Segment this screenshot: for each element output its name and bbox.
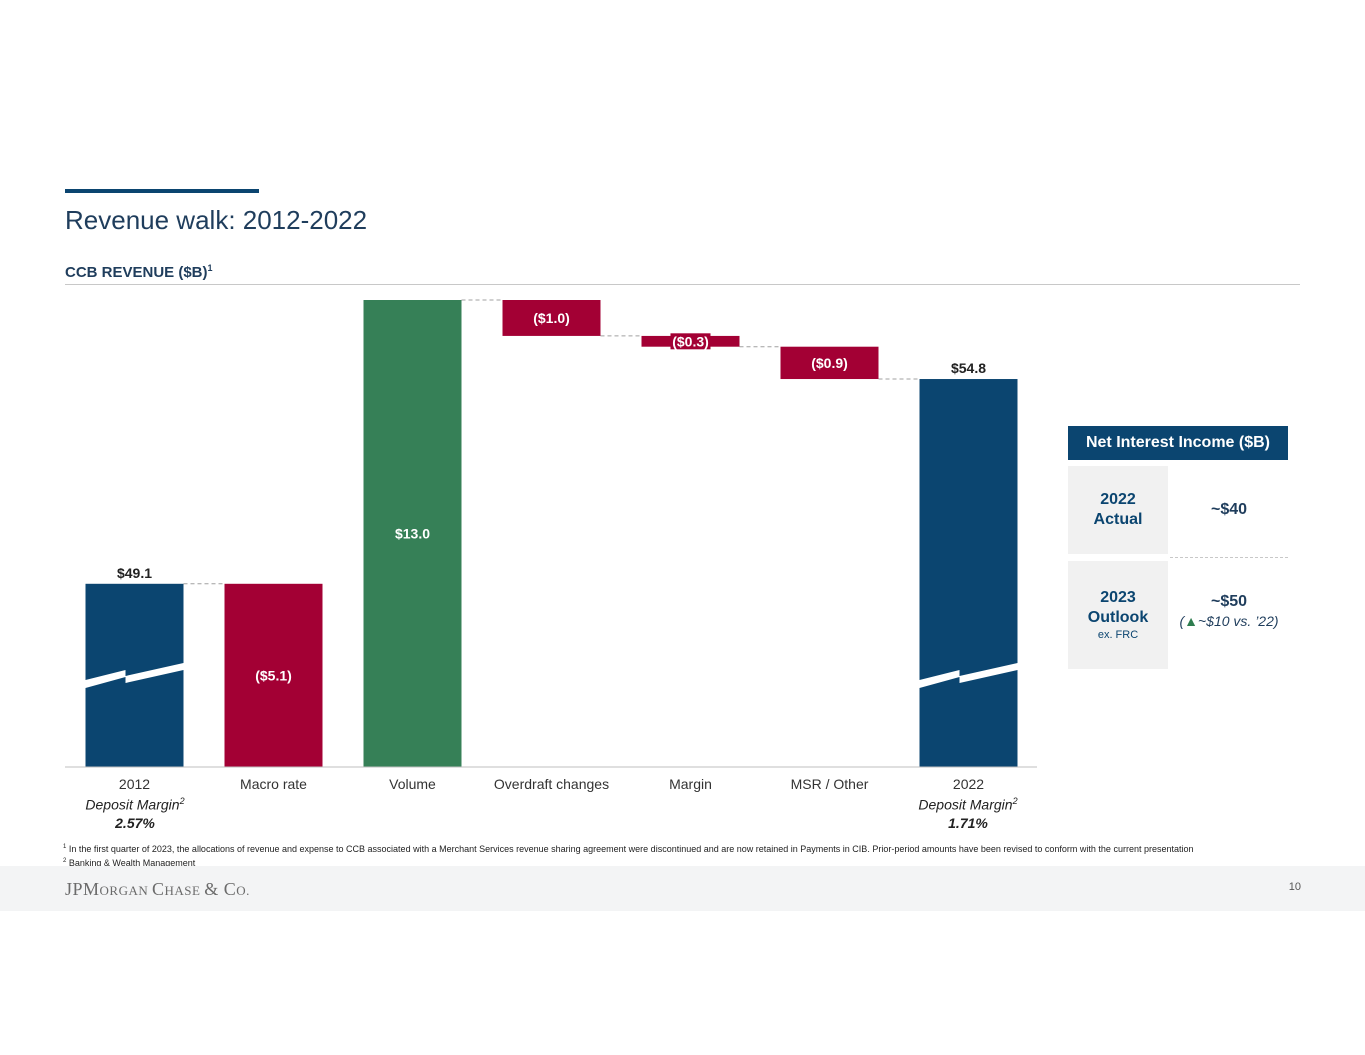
nii-row-sublabel: ex. FRC [1097,629,1139,641]
category-label: MSR / Other [791,776,869,792]
nii-value: ~$50 [1210,593,1248,610]
footer-bar [0,866,1365,911]
nii-change-note: (▲~$10 vs. ’22) [1179,613,1279,629]
axis-break-icon [85,663,184,688]
bar-overdraft-changes [502,300,601,336]
nii-row-2022-label: 2022 Actual [1068,466,1168,554]
page-number: 10 [1288,881,1301,893]
nii-row-2022-value: ~$40 [1170,466,1288,554]
data-label: $49.1 [117,565,152,581]
footnotes: 1 In the first quarter of 2023, the allo… [63,841,1194,869]
bar-macro-rate [224,583,323,767]
jpmorgan-logo: JPMORGAN CHASE & CO. [65,879,250,899]
deposit-margin-label: Deposit Margin2 [85,796,185,813]
deposit-margin-2022: Deposit Margin2 1.71% [888,796,1048,831]
nii-row-label: Outlook [1087,609,1149,626]
bar-2022 [919,379,1018,767]
data-label: ($1.0) [533,310,570,326]
footnote-2: 2 Banking & Wealth Management [63,858,196,868]
chart-subtitle-sup: 1 [207,263,213,273]
up-triangle-icon: ▲ [1184,613,1198,629]
deposit-margin-2012: Deposit Margin2 2.57% [55,796,215,831]
category-label: 2022 [953,776,984,792]
category-label: Macro rate [240,776,307,792]
nii-row-label: Actual [1093,511,1143,528]
category-label: Overdraft changes [494,776,609,792]
deposit-margin-value-2022: 1.71% [948,814,988,831]
footnote-1: 1 In the first quarter of 2023, the allo… [63,844,1194,854]
data-label: ($5.1) [255,667,292,683]
nii-table-header: Net Interest Income ($B) [1068,426,1288,460]
subtitle-rule [65,284,1300,285]
nii-row-year: 2022 [1100,491,1136,508]
nii-row-year: 2023 [1100,589,1136,606]
waterfall-chart: $49.1 2012 ($5.1) Macro rate $13.0 Volume ($1.… [65,299,1037,792]
data-label: $54.8 [951,360,986,376]
data-label: ($0.9) [811,355,848,371]
axis-break-icon [919,663,1018,688]
category-label: 2012 [119,776,150,792]
category-label: Volume [389,776,436,792]
chart-subtitle-text: CCB REVENUE ($B) [65,264,208,281]
nii-row-2023-value: ~$50 (▲~$10 vs. ’22) [1170,561,1288,661]
nii-row-2023-label: 2023 Outlook ex. FRC [1068,561,1168,669]
data-label-bg [670,333,711,350]
bar-msr-other [780,346,879,380]
page-title: Revenue walk: 2012-2022 [65,205,368,235]
bar-volume [363,300,462,767]
data-label: ($0.3) [672,333,709,349]
title-accent-bar [65,189,259,193]
deposit-margin-label: Deposit Margin2 [918,796,1018,813]
nii-row-divider [1170,557,1288,558]
data-label: $13.0 [395,526,430,542]
deposit-margin-value-2012: 2.57% [115,814,155,831]
nii-value: ~$40 [1210,501,1248,518]
category-label: Margin [669,776,712,792]
chart-subtitle: CCB REVENUE ($B)1 [65,263,213,281]
